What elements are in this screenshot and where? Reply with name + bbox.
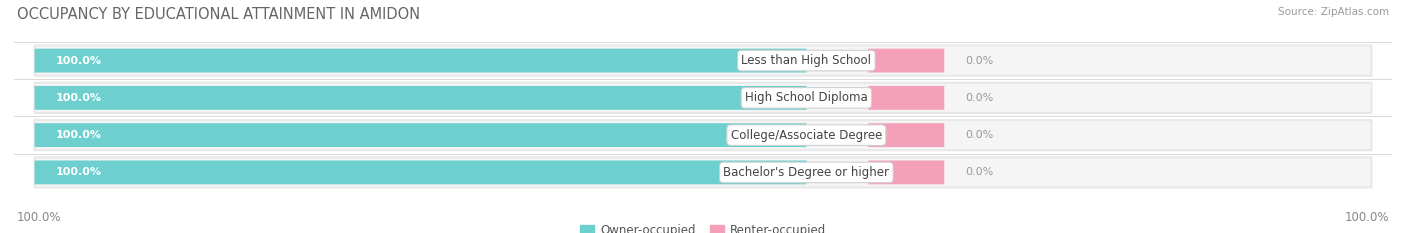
Text: Bachelor's Degree or higher: Bachelor's Degree or higher [723,166,890,179]
Text: College/Associate Degree: College/Associate Degree [731,129,882,142]
FancyBboxPatch shape [869,123,945,147]
Text: 100.0%: 100.0% [55,130,101,140]
FancyBboxPatch shape [35,45,1371,76]
Text: 100.0%: 100.0% [55,93,101,103]
Text: Source: ZipAtlas.com: Source: ZipAtlas.com [1278,7,1389,17]
Text: 100.0%: 100.0% [17,211,62,224]
Text: Less than High School: Less than High School [741,54,872,67]
Text: 100.0%: 100.0% [55,168,101,177]
FancyBboxPatch shape [35,123,807,147]
Text: High School Diploma: High School Diploma [745,91,868,104]
Text: 100.0%: 100.0% [55,56,101,65]
FancyBboxPatch shape [35,161,807,184]
FancyBboxPatch shape [869,49,945,72]
Text: 0.0%: 0.0% [965,130,993,140]
Legend: Owner-occupied, Renter-occupied: Owner-occupied, Renter-occupied [575,219,831,233]
FancyBboxPatch shape [869,161,945,184]
Text: 0.0%: 0.0% [965,93,993,103]
Text: OCCUPANCY BY EDUCATIONAL ATTAINMENT IN AMIDON: OCCUPANCY BY EDUCATIONAL ATTAINMENT IN A… [17,7,420,22]
Text: 0.0%: 0.0% [965,168,993,177]
FancyBboxPatch shape [35,49,807,72]
FancyBboxPatch shape [35,83,1371,113]
FancyBboxPatch shape [35,86,807,110]
FancyBboxPatch shape [869,86,945,110]
FancyBboxPatch shape [35,157,1371,188]
FancyBboxPatch shape [35,120,1371,150]
Text: 0.0%: 0.0% [965,56,993,65]
Text: 100.0%: 100.0% [1344,211,1389,224]
